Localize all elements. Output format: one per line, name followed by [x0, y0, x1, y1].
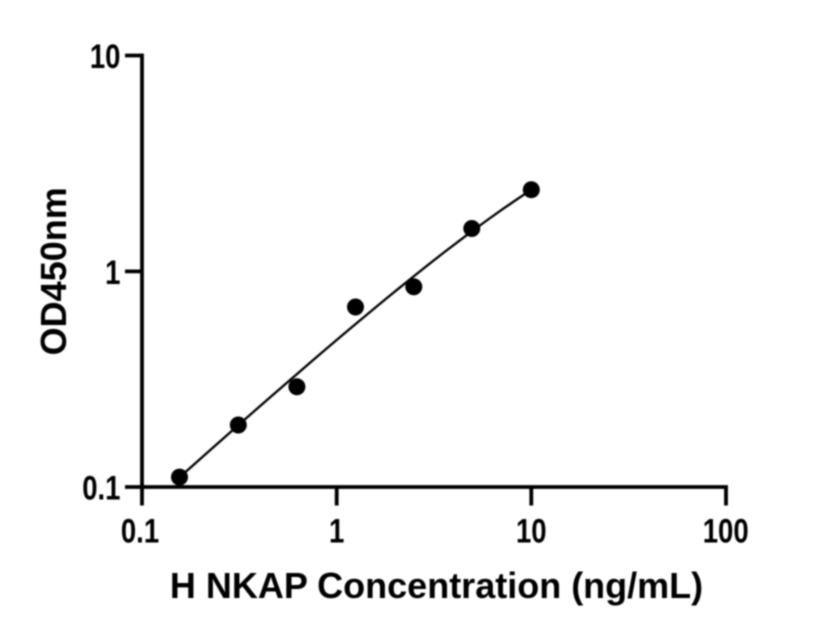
svg-text:10: 10	[516, 512, 547, 550]
svg-text:1: 1	[329, 512, 344, 550]
svg-text:OD450nm: OD450nm	[33, 187, 74, 355]
svg-text:H NKAP Concentration (ng/mL): H NKAP Concentration (ng/mL)	[170, 565, 703, 606]
svg-text:0.1: 0.1	[82, 469, 120, 507]
svg-text:100: 100	[703, 512, 749, 550]
svg-text:1: 1	[105, 253, 120, 291]
svg-text:10: 10	[90, 37, 121, 75]
svg-text:0.1: 0.1	[121, 512, 159, 550]
